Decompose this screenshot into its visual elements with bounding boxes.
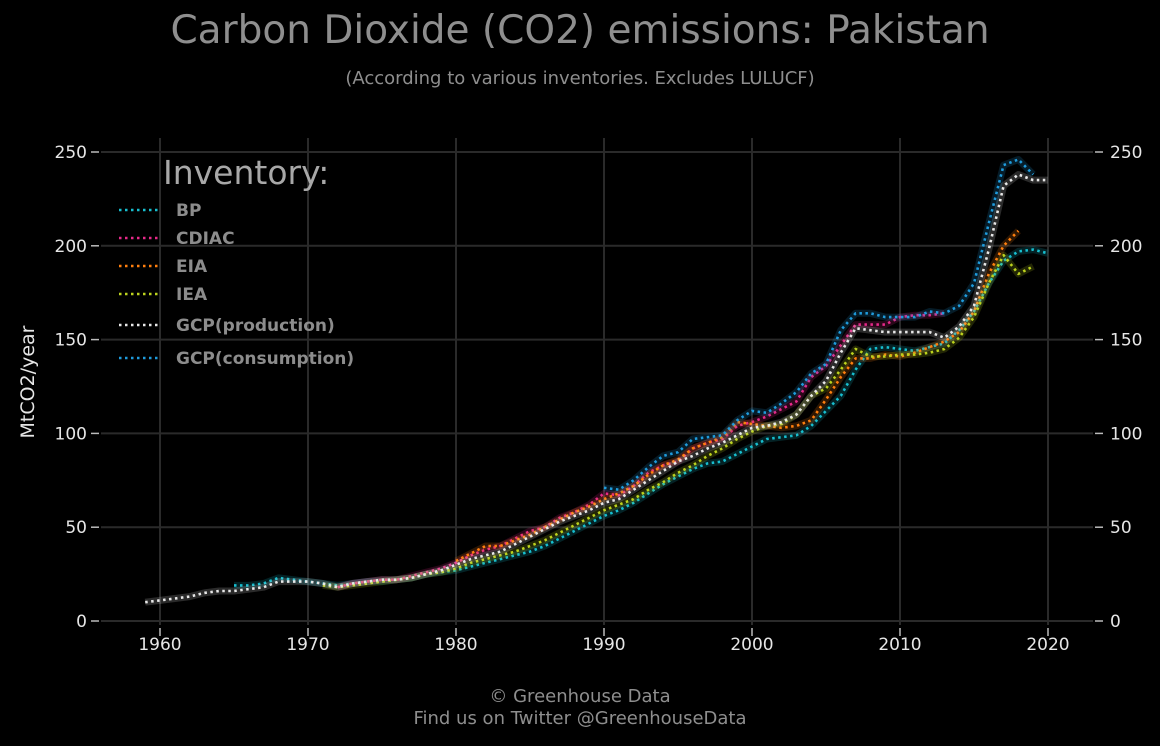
y-tick-label-right-0: 0 [1110, 612, 1121, 632]
twitter-credit[interactable]: Find us on Twitter @GreenhouseData [413, 708, 747, 729]
x-tick-label-2020: 2020 [1026, 635, 1069, 655]
legend-item-bp[interactable]: BP [119, 201, 201, 221]
y-tick-label-right-250: 250 [1110, 143, 1142, 163]
grid [101, 138, 1093, 625]
x-tick-label-1990: 1990 [582, 635, 625, 655]
legend-item-eia[interactable]: EIA [119, 257, 208, 277]
series-glow [322, 251, 1035, 591]
y-tick-label-left-100: 100 [55, 424, 87, 444]
series-eia [454, 228, 1021, 565]
legend-label: IEA [176, 285, 208, 305]
series-iea [322, 251, 1035, 591]
legend[interactable]: Inventory: BP CDIAC EIA IEA GCP(production) GC… [119, 153, 354, 369]
legend-item-iea[interactable]: IEA [119, 285, 208, 305]
series-lines [144, 156, 1049, 606]
y-tick-label-left-0: 0 [76, 612, 87, 632]
y-tick-label-right-100: 100 [1110, 424, 1142, 444]
x-tick-label-2000: 2000 [730, 635, 773, 655]
chart-title: Carbon Dioxide (CO2) emissions: Pakistan [170, 8, 990, 53]
legend-label: GCP(production) [176, 316, 335, 336]
series-line [455, 229, 1020, 563]
legend-label: BP [176, 201, 201, 221]
legend-label: GCP(consumption) [176, 349, 354, 369]
y-tick-label-right-150: 150 [1110, 331, 1142, 351]
copyright-text: © Greenhouse Data [489, 686, 671, 707]
y-tick-label-right-50: 50 [1110, 518, 1132, 538]
y-tick-label-right-200: 200 [1110, 237, 1142, 257]
x-tick-label-1970: 1970 [286, 635, 329, 655]
series-glow [234, 246, 1049, 589]
chart-subtitle: (According to various inventories. Exclu… [345, 68, 815, 89]
y-axis-label: MtCO2/year [17, 325, 39, 438]
y-tick-label-left-150: 150 [55, 331, 87, 351]
series-line [322, 253, 1034, 589]
x-tick-label-1980: 1980 [434, 635, 477, 655]
series-bp [234, 246, 1049, 589]
x-tick-label-1960: 1960 [138, 635, 181, 655]
axes: 0 0 50 50 100 100 150 150 200 200 250 250 1960 1970 19… [17, 143, 1142, 655]
legend-item-gcp-consumption-[interactable]: GCP(consumption) [119, 349, 354, 369]
y-tick-label-left-250: 250 [55, 143, 87, 163]
series-gcp-production- [144, 171, 1048, 606]
series-glow [144, 171, 1048, 606]
legend-title: Inventory: [163, 153, 329, 192]
legend-item-gcp-production-[interactable]: GCP(production) [119, 316, 335, 336]
series-line [603, 158, 1035, 492]
series-gcp-consumption- [603, 156, 1036, 494]
series-line [145, 173, 1048, 604]
series-line [337, 312, 945, 589]
footer: © Greenhouse Data Find us on Twitter @Gr… [0, 686, 1160, 730]
legend-label: EIA [176, 257, 208, 277]
y-tick-label-left-50: 50 [65, 518, 87, 538]
series-line [234, 248, 1049, 587]
legend-label: CDIAC [176, 229, 235, 249]
legend-item-cdiac[interactable]: CDIAC [119, 229, 235, 249]
y-tick-label-left-200: 200 [55, 237, 87, 257]
series-glow [454, 228, 1021, 565]
x-tick-label-2010: 2010 [878, 635, 921, 655]
